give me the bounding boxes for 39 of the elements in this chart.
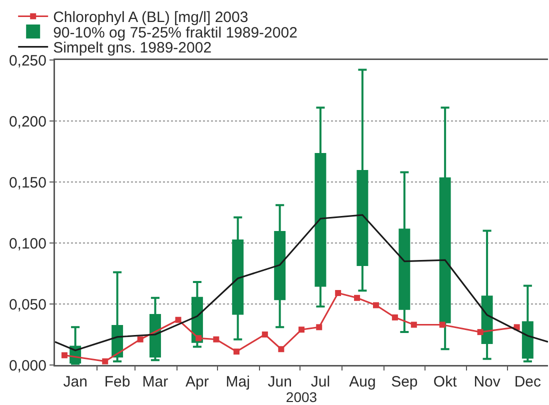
y-tick-label: 0,200: [8, 113, 46, 130]
legend-label: Simpelt gns. 1989-2002: [53, 40, 212, 57]
point: [354, 294, 360, 301]
point: [137, 336, 144, 342]
y-tick-label: 0,150: [8, 174, 46, 192]
x-tick-label: Jan: [63, 374, 88, 390]
x-tick-label: Nov: [474, 374, 501, 390]
y-tick-label: 0,250: [8, 52, 46, 70]
y-tick-label: 0,050: [8, 296, 46, 314]
point: [61, 352, 68, 358]
y-tick-label: 0,100: [8, 235, 46, 252]
x-tick-label: Okt: [433, 374, 458, 390]
x-tick-label: Dec: [514, 374, 542, 390]
point: [335, 290, 342, 296]
point: [410, 322, 417, 328]
point: [213, 336, 220, 342]
y-tick-label: 0,000: [8, 357, 46, 374]
point: [372, 302, 379, 308]
x-tick-label: Mar: [142, 374, 168, 390]
x-tick-label: Maj: [226, 374, 250, 390]
point: [439, 322, 446, 328]
line-series: [55, 214, 548, 352]
x-tick-label: Sep: [391, 374, 418, 390]
point: [102, 358, 108, 364]
legend-label: Chlorophyl A (BL) [mg/l] 2003: [53, 9, 248, 26]
x-tick-label: Apr: [186, 374, 209, 390]
x-tick-label: Jul: [310, 374, 330, 390]
legend-label: 90-10% og 75-25% fraktil 1989-2002: [53, 24, 298, 42]
point: [262, 332, 268, 338]
point: [392, 314, 398, 320]
x-tick-label: Aug: [349, 374, 376, 390]
point: [175, 316, 182, 323]
point: [316, 324, 322, 330]
point: [233, 348, 240, 355]
point: [278, 346, 284, 352]
point: [298, 326, 304, 333]
x-tick-label: Jun: [268, 374, 292, 390]
x-tick-label: Feb: [104, 374, 130, 390]
x-axis-title: 2003: [286, 389, 318, 405]
